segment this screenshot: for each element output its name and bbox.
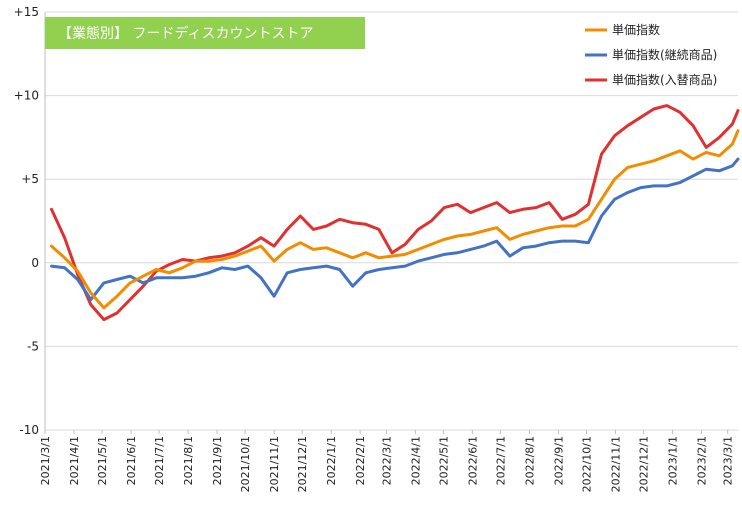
x-tick-label: 2021/12/1	[296, 436, 309, 492]
title-text: 【業態別】 フードディスカウントストア	[58, 25, 313, 42]
x-tick-label: 2022/6/1	[466, 436, 479, 485]
gridlines	[45, 11, 738, 431]
x-tick-label: 2022/8/1	[523, 436, 536, 485]
x-tick-label: 2022/12/1	[638, 436, 651, 492]
x-tick-label: 2022/2/1	[354, 436, 367, 485]
x-tick-label: 2021/9/1	[211, 436, 224, 485]
x-tick-label: 2022/3/1	[380, 436, 393, 485]
x-tick-label: 2022/11/1	[609, 436, 622, 492]
x-tick-label: 2023/2/1	[696, 436, 709, 485]
series-line-2	[50, 104, 740, 322]
series-line-1	[50, 157, 740, 302]
x-tick-label: 2022/1/1	[325, 436, 338, 485]
x-tick-label: 2021/10/1	[239, 436, 252, 492]
x-tick-label: 2021/5/1	[96, 436, 109, 485]
y-tick-label: +15	[14, 5, 39, 19]
series-lines	[50, 104, 740, 322]
x-tick-label: 2021/3/1	[39, 436, 52, 485]
y-tick-label: +10	[14, 89, 39, 103]
x-tick-label: 2021/4/1	[68, 436, 81, 485]
x-tick-label: 2021/8/1	[182, 436, 195, 485]
chart-title: 【業態別】 フードディスカウントストア	[45, 17, 365, 49]
x-tick-label: 2022/9/1	[552, 436, 565, 485]
legend-label-2: 単価指数(入替商品)	[612, 72, 717, 87]
legend-label-1: 単価指数(継続商品)	[612, 47, 717, 62]
x-tick-label: 2021/7/1	[153, 436, 166, 485]
series-line-0	[50, 129, 740, 310]
x-tick-label: 2021/11/1	[268, 436, 281, 492]
title-background	[45, 17, 365, 49]
x-tick-label: 2023/3/1	[722, 436, 735, 485]
x-tick-label: 2022/7/1	[494, 436, 507, 485]
y-tick-label: -10	[19, 423, 39, 437]
y-tick-labels: +15 +10 +5 0 -5 -10	[14, 5, 39, 437]
axes	[44, 12, 729, 434]
x-tick-labels: 2021/3/1 2021/4/1 2021/5/1 2021/6/1 2021/7/1…	[39, 436, 735, 492]
y-tick-label: +5	[21, 172, 39, 186]
legend-label-0: 単価指数	[612, 22, 660, 37]
y-tick-label: -5	[27, 339, 39, 353]
x-tick-label: 2022/4/1	[409, 436, 422, 485]
x-tick-label: 2023/1/1	[667, 436, 680, 485]
x-tick-label: 2022/10/1	[580, 436, 593, 492]
y-tick-label: 0	[31, 256, 39, 270]
x-tick-label: 2022/5/1	[437, 436, 450, 485]
x-tick-label: 2021/6/1	[125, 436, 138, 485]
